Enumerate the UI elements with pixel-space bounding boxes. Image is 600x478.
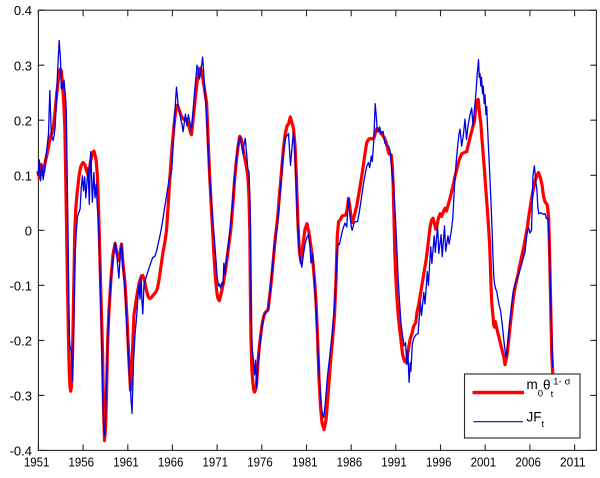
svg-text:0.4: 0.4 <box>14 3 32 18</box>
svg-text:1951: 1951 <box>24 454 50 469</box>
svg-text:1986: 1986 <box>337 454 363 469</box>
svg-text:-0.3: -0.3 <box>10 388 32 403</box>
svg-text:0.3: 0.3 <box>14 58 32 73</box>
svg-text:1981: 1981 <box>292 454 318 469</box>
svg-text:2001: 2001 <box>471 454 497 469</box>
svg-text:1996: 1996 <box>426 454 452 469</box>
svg-text:1961: 1961 <box>113 454 139 469</box>
svg-text:1991: 1991 <box>381 454 407 469</box>
svg-text:0.1: 0.1 <box>14 168 32 183</box>
svg-text:1976: 1976 <box>247 454 273 469</box>
svg-text:1956: 1956 <box>69 454 95 469</box>
svg-text:0: 0 <box>25 223 32 238</box>
svg-text:-0.4: -0.4 <box>10 444 32 459</box>
svg-text:-0.1: -0.1 <box>10 278 32 293</box>
svg-text:-0.2: -0.2 <box>10 333 32 348</box>
svg-text:0.2: 0.2 <box>14 113 32 128</box>
svg-text:1966: 1966 <box>158 454 184 469</box>
svg-text:1971: 1971 <box>203 454 229 469</box>
svg-text:2011: 2011 <box>560 454 586 469</box>
svg-text:2006: 2006 <box>515 454 541 469</box>
